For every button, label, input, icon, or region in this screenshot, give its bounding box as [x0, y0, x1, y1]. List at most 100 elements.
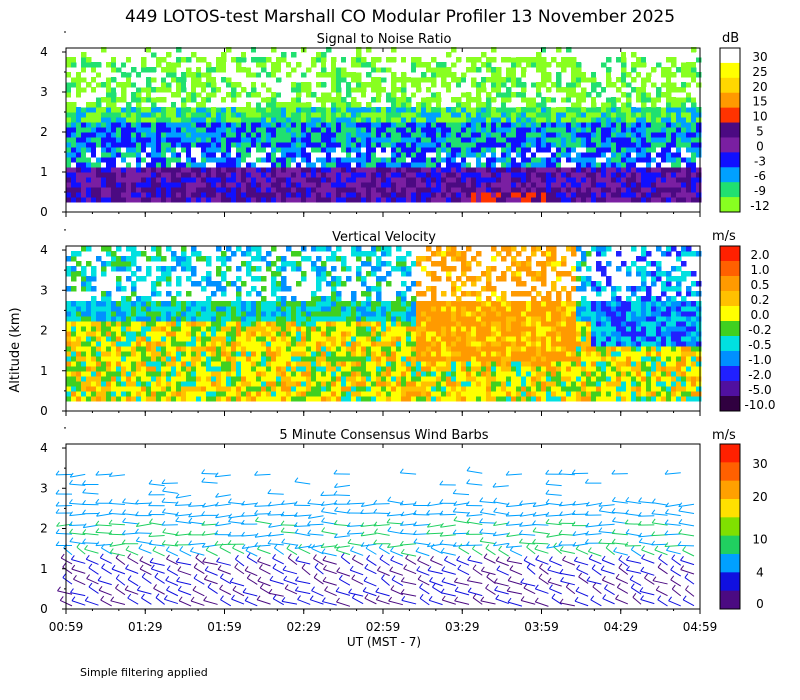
velocity-cell [141, 331, 147, 337]
snr-cell [291, 87, 297, 93]
snr-cell [341, 112, 347, 118]
velocity-cell [166, 341, 172, 347]
snr-cell [601, 172, 607, 178]
snr-cell [186, 197, 192, 203]
snr-cell [361, 127, 367, 133]
snr-cell [431, 72, 437, 78]
snr-cell [586, 122, 592, 128]
velocity-cell [81, 336, 87, 342]
snr-cell [461, 132, 467, 138]
velocity-cell [186, 291, 192, 297]
snr-cell [216, 77, 222, 83]
snr-cell [321, 87, 327, 93]
velocity-cell [306, 331, 312, 337]
snr-cell [561, 97, 567, 103]
snr-cell [536, 152, 542, 158]
snr-cell [311, 97, 317, 103]
snr-cell [236, 137, 242, 143]
velocity-cell [221, 391, 227, 397]
snr-cell [281, 147, 287, 153]
snr-cell [191, 177, 197, 183]
snr-cell [101, 137, 107, 143]
snr-cell [346, 152, 352, 158]
snr-cell [446, 192, 452, 198]
velocity-cell [341, 381, 347, 387]
snr-cell [576, 87, 582, 93]
snr-cell [651, 122, 657, 128]
velocity-cell [111, 306, 117, 312]
velocity-cell [226, 301, 232, 307]
snr-cell [686, 117, 692, 123]
velocity-cell [186, 321, 192, 327]
snr-cell [661, 142, 667, 148]
velocity-cell [251, 376, 257, 382]
snr-cell [551, 162, 557, 168]
velocity-cell [131, 356, 137, 362]
snr-cell [641, 192, 647, 198]
snr-cell [381, 72, 387, 78]
snr-cell [436, 62, 442, 68]
snr-cell [531, 182, 537, 188]
velocity-cell [86, 376, 92, 382]
velocity-cell [136, 371, 142, 377]
snr-cell [561, 87, 567, 93]
snr-cell [411, 182, 417, 188]
velocity-cell [346, 346, 352, 352]
snr-cell [416, 77, 422, 83]
snr-cell [136, 132, 142, 138]
snr-cell [671, 77, 677, 83]
snr-cell [641, 112, 647, 118]
snr-cell [336, 127, 342, 133]
snr-cell [491, 142, 497, 148]
velocity-cell [251, 341, 257, 347]
snr-cell [651, 152, 657, 158]
snr-cell [331, 57, 337, 63]
velocity-cell [96, 371, 102, 377]
snr-cell [376, 127, 382, 133]
velocity-cell [266, 346, 272, 352]
snr-cell [561, 107, 567, 113]
snr-cell [136, 112, 142, 118]
snr-cell [356, 112, 362, 118]
snr-cell [341, 177, 347, 183]
snr-cell [406, 112, 412, 118]
velocity-cell [276, 266, 282, 272]
velocity-cell [191, 346, 197, 352]
snr-cell [351, 62, 357, 68]
snr-cell [66, 167, 72, 173]
snr-cell [201, 102, 207, 108]
velocity-cell [341, 351, 347, 357]
velocity-cell [101, 321, 107, 327]
snr-cell [301, 182, 307, 188]
snr-cell [246, 147, 252, 153]
snr-cell [356, 152, 362, 158]
snr-cell [451, 132, 457, 138]
velocity-cell [211, 311, 217, 317]
velocity-cell [256, 336, 262, 342]
velocity-cell [86, 301, 92, 307]
velocity-cell [126, 396, 132, 402]
snr-cell [656, 162, 662, 168]
velocity-cell [121, 261, 127, 267]
snr-cell [251, 147, 257, 153]
snr-cell [366, 137, 372, 143]
velocity-cell [331, 341, 337, 347]
snr-cell [416, 112, 422, 118]
snr-cell [681, 192, 687, 198]
velocity-cell [201, 326, 207, 332]
snr-cell [201, 87, 207, 93]
velocity-cell [236, 276, 242, 282]
snr-cell [316, 112, 322, 118]
snr-cell [111, 127, 117, 133]
velocity-cell [241, 306, 247, 312]
snr-cell [206, 102, 212, 108]
snr-cell [591, 82, 597, 88]
snr-cell [151, 147, 157, 153]
snr-cell [171, 197, 177, 203]
snr-cell [336, 147, 342, 153]
snr-cell [631, 182, 637, 188]
snr-cell [321, 172, 327, 178]
snr-cell [101, 192, 107, 198]
snr-cell [406, 117, 412, 123]
velocity-cell [71, 391, 77, 397]
